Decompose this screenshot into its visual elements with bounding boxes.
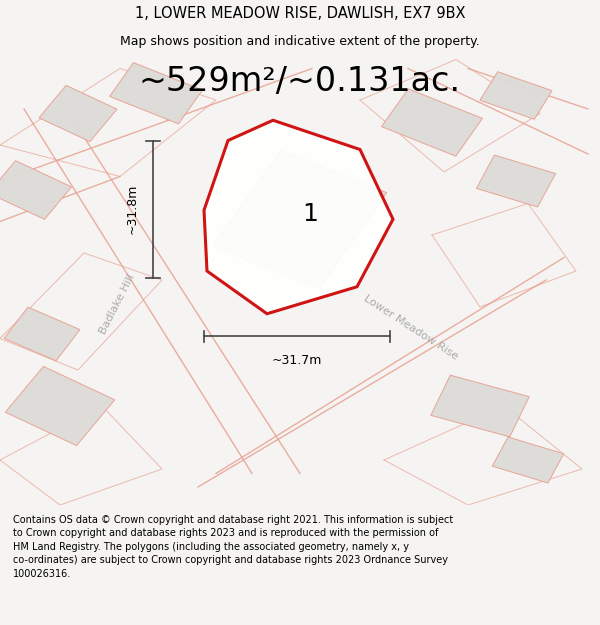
Polygon shape [204, 120, 393, 314]
Text: ~31.8m: ~31.8m [125, 184, 139, 234]
Text: Badlake Hill: Badlake Hill [98, 273, 136, 336]
Polygon shape [4, 307, 80, 361]
Polygon shape [382, 89, 482, 156]
Text: 1, LOWER MEADOW RISE, DAWLISH, EX7 9BX: 1, LOWER MEADOW RISE, DAWLISH, EX7 9BX [135, 6, 465, 21]
Text: ~529m²/~0.131ac.: ~529m²/~0.131ac. [139, 66, 461, 99]
Polygon shape [0, 161, 71, 219]
Polygon shape [39, 86, 117, 142]
Text: Lower Meadow Rise: Lower Meadow Rise [362, 293, 460, 361]
Polygon shape [476, 155, 556, 207]
Polygon shape [431, 375, 529, 437]
Polygon shape [493, 437, 563, 483]
Text: ~31.7m: ~31.7m [272, 354, 322, 367]
Text: Contains OS data © Crown copyright and database right 2021. This information is : Contains OS data © Crown copyright and d… [13, 514, 454, 579]
Text: Map shows position and indicative extent of the property.: Map shows position and indicative extent… [120, 35, 480, 48]
Polygon shape [110, 62, 202, 124]
Polygon shape [480, 72, 552, 119]
Polygon shape [5, 366, 115, 446]
Polygon shape [213, 151, 387, 288]
Text: 1: 1 [302, 202, 318, 226]
